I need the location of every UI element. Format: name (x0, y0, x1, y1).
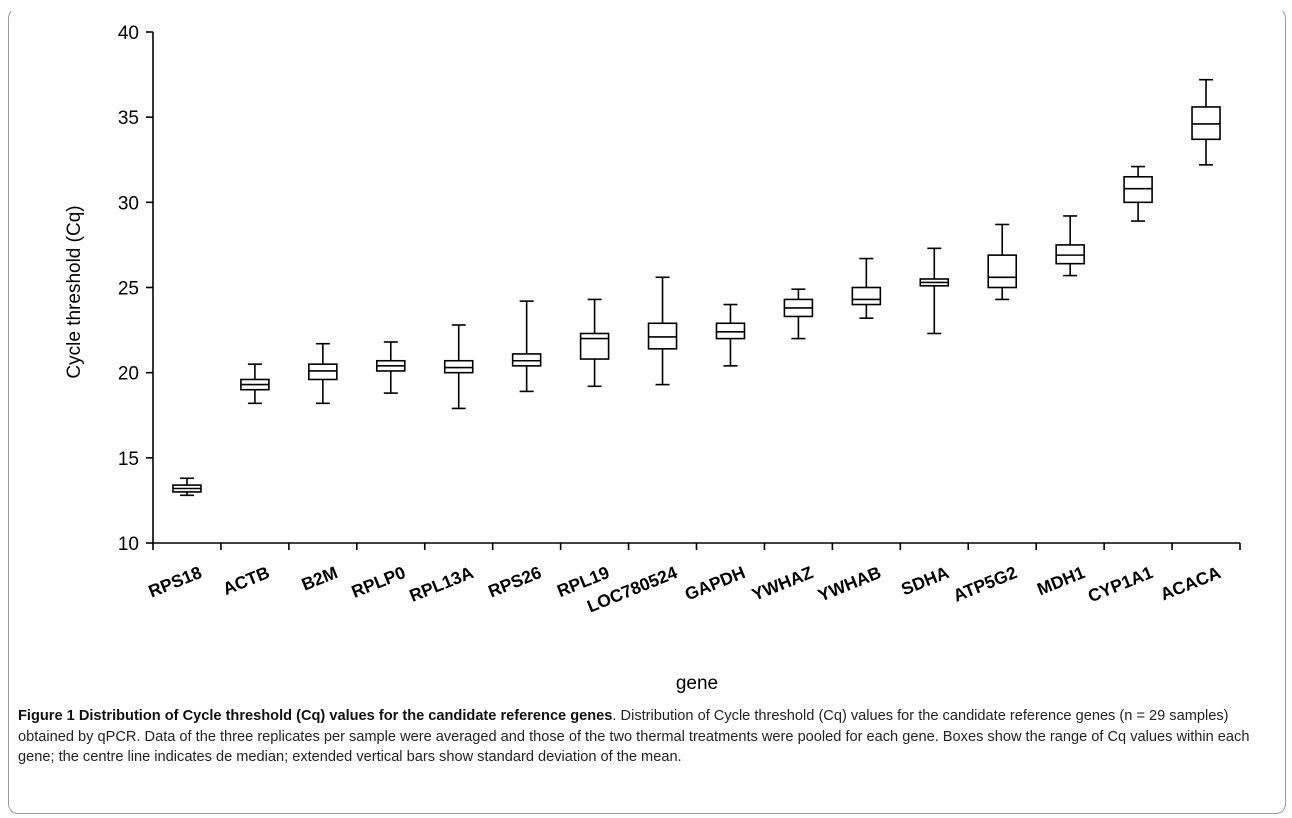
x-category-label: ACACA (1157, 562, 1223, 604)
y-tick-label: 35 (118, 108, 139, 129)
y-tick-label: 30 (118, 193, 139, 214)
y-axis: 10 15 20 25 30 35 40 (118, 23, 154, 555)
box-iqr (1123, 175, 1153, 204)
box-atp5g2 (987, 223, 1018, 301)
figure-caption: Figure 1 Distribution of Cycle threshold… (18, 706, 1273, 768)
box-gapdh (715, 303, 746, 367)
x-category-label: CYP1A1 (1085, 562, 1156, 606)
x-category-label: YWHAZ (749, 562, 816, 605)
box-ywhab (851, 257, 882, 319)
box-iqr (715, 322, 746, 340)
x-category-label: RPS26 (485, 562, 544, 601)
box-acaca (1191, 78, 1221, 166)
box-rps18 (172, 477, 202, 497)
box-sdha (919, 247, 950, 335)
x-category-label: B2M (299, 562, 341, 594)
x-category-label: ACTB (220, 562, 273, 599)
y-tick-label: 25 (118, 279, 139, 300)
box-cyp1a1 (1123, 165, 1153, 222)
x-category-label: YWHAB (815, 562, 884, 605)
box-rps26 (511, 300, 542, 393)
x-category-label: ATP5G2 (950, 562, 1020, 606)
x-category-label: GAPDH (682, 562, 748, 604)
box-iqr (443, 359, 474, 374)
box-rplp0 (375, 341, 406, 394)
y-tick-label: 20 (118, 364, 139, 385)
box-series (172, 78, 1221, 497)
y-tick-label: 15 (118, 449, 139, 470)
y-tick-label: 40 (118, 23, 139, 44)
x-axis-title: gene (676, 673, 718, 694)
box-ywhaz (783, 288, 814, 340)
box-iqr (987, 254, 1018, 289)
box-rpl19 (579, 298, 610, 388)
x-category-label: RPLP0 (348, 562, 408, 602)
box-iqr (579, 332, 610, 360)
box-loc780524 (647, 276, 678, 386)
x-category-label: MDH1 (1034, 562, 1088, 599)
box-rpl13a (443, 324, 474, 410)
y-tick-label: 10 (118, 534, 139, 555)
box-iqr (308, 363, 338, 381)
box-b2m (308, 342, 338, 405)
caption-text: . Distribution of Cycle threshold (Cq) v… (18, 708, 1250, 765)
box-iqr (511, 353, 542, 367)
x-category-label: SDHA (898, 562, 952, 599)
figure-frame (8, 8, 1286, 814)
box-iqr (1055, 244, 1085, 265)
box-iqr (647, 322, 678, 350)
caption-title: Figure 1 Distribution of Cycle threshold… (18, 708, 613, 724)
y-axis-title: Cycle threshold (Cq) (64, 205, 85, 378)
box-actb (240, 363, 270, 405)
x-category-label: RPL13A (407, 562, 477, 606)
box-iqr (851, 286, 882, 306)
box-iqr (1191, 106, 1221, 141)
box-mdh1 (1055, 215, 1085, 277)
x-category-label: RPS18 (146, 562, 205, 601)
